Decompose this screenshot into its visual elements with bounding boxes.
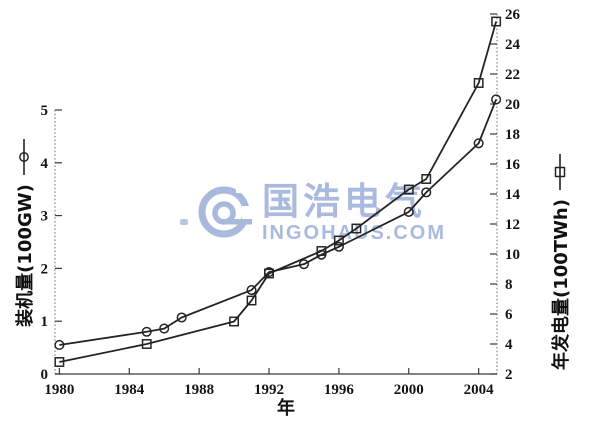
data-point-square (229, 316, 240, 327)
data-point-circle (473, 138, 484, 149)
data-point-circle (491, 94, 502, 105)
data-point-square (54, 357, 65, 367)
left-axis-ticks: 0 1 2 3 4 5 (41, 103, 62, 383)
data-point-square (491, 16, 502, 27)
data-point-square (264, 268, 274, 279)
x-axis-ticks: 1980 1984 1988 1992 1996 2000 2004 (44, 368, 494, 398)
x-tick-label: 1980 (44, 382, 74, 398)
right-tick-label: 2 (505, 367, 513, 383)
x-tick-label: 1984 (114, 382, 145, 398)
data-point-square (473, 78, 484, 88)
left-tick-label: 2 (41, 261, 49, 277)
data-point-circle (246, 284, 257, 296)
data-point-circle (141, 326, 152, 337)
data-point-circle (298, 259, 310, 270)
data-point-square (316, 246, 327, 256)
right-tick-label: 24 (505, 37, 521, 53)
data-point-square (351, 223, 362, 234)
data-point-circle (403, 206, 414, 217)
right-axis-label: 年发电量(100TWh) (551, 199, 572, 370)
right-tick-label: 16 (505, 157, 521, 173)
square-series-legend-icon (554, 154, 566, 191)
circle-series-legend-icon (19, 139, 29, 176)
right-tick-label: 26 (505, 7, 521, 23)
data-point-circle (421, 187, 432, 198)
data-point-circle (176, 312, 187, 323)
data-point-circle (54, 339, 65, 351)
data-point-square (333, 235, 344, 246)
left-tick-label: 4 (41, 156, 49, 172)
data-point-square (421, 174, 432, 184)
x-tick-label: 1992 (254, 382, 284, 398)
right-tick-label: 20 (505, 97, 520, 113)
x-tick-label: 2000 (394, 382, 424, 398)
right-tick-label: 4 (505, 337, 513, 353)
x-tick-label: 2004 (464, 382, 495, 398)
series-square (54, 16, 502, 367)
data-point-circle (333, 241, 344, 252)
left-tick-label: 5 (41, 103, 49, 119)
right-axis-title: 年发电量(100TWh) (547, 117, 573, 407)
right-tick-label: 14 (505, 187, 521, 203)
left-axis-label: 装机量(100GW) (15, 184, 36, 327)
right-tick-label: 8 (505, 277, 513, 293)
x-tick-label: 1996 (324, 382, 355, 398)
left-tick-label: 3 (41, 209, 49, 225)
data-point-square (141, 339, 152, 349)
right-tick-label: 6 (505, 307, 513, 323)
data-point-square (403, 184, 414, 195)
right-tick-label: 10 (505, 247, 520, 263)
right-tick-label: 22 (505, 67, 520, 83)
data-point-circle (159, 323, 170, 334)
x-tick-label: 1988 (184, 382, 214, 398)
series-circle (54, 94, 502, 351)
x-axis-title: 年 (277, 398, 295, 419)
left-tick-label: 0 (41, 367, 49, 383)
right-tick-label: 12 (505, 217, 520, 233)
left-axis-title: 装机量(100GW) (12, 113, 36, 353)
data-point-square (246, 295, 257, 306)
right-tick-label: 18 (505, 127, 520, 143)
left-tick-label: 1 (41, 314, 49, 330)
